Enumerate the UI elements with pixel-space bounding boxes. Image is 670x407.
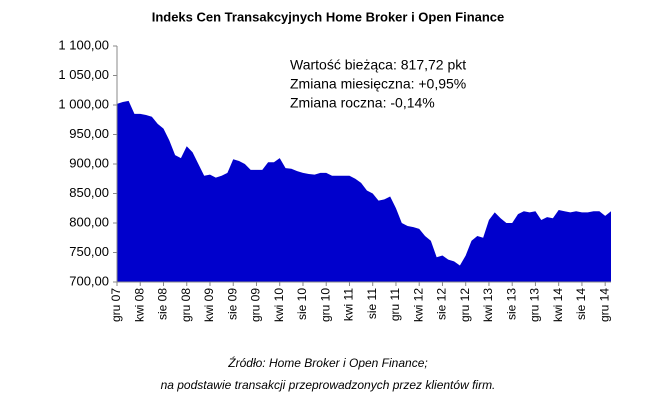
x-tick-label: kwi 10 [272,288,286,322]
annotation: Zmiana miesięczna: +0,95% [290,76,466,92]
y-tick-label: 1 100,00 [58,37,109,52]
source: Źródło: Home Broker i Open Finance; [227,355,427,370]
y-tick-label: 1 050,00 [58,67,109,82]
x-tick-label: kwi 12 [411,288,425,322]
x-tick-label: kwi 08 [132,288,146,322]
y-tick-label: 700,00 [69,273,109,288]
x-tick-label: kwi 14 [551,288,565,322]
y-tick-label: 850,00 [69,185,109,200]
x-tick-label: gru 11 [388,288,402,321]
x-tick-label: sie 11 [365,288,379,319]
x-tick-label: gru 10 [318,288,332,322]
annotation: Zmiana roczna: -0,14% [290,95,435,111]
x-tick-label: gru 12 [458,288,472,322]
x-tick-label: sie 08 [156,288,170,320]
x-tick-label: gru 09 [249,288,263,322]
x-tick-label: sie 12 [435,288,449,320]
x-tick-label: kwi 09 [202,288,216,322]
chart-title: Indeks Cen Transakcyjnych Home Broker i … [152,9,505,24]
x-tick-label: gru 13 [528,288,542,322]
x-tick-label: kwi 13 [481,288,495,322]
x-tick-label: gru 14 [597,288,611,322]
x-tick-label: sie 14 [574,288,588,320]
annotation: Wartość bieżąca: 817,72 pkt [290,57,466,73]
x-tick-label: gru 07 [109,288,123,322]
x-tick-label: sie 10 [295,288,309,320]
area [117,100,611,283]
x-tick-label: sie 09 [225,288,239,320]
x-tick-label: sie 13 [504,288,518,320]
x-tick-label: gru 08 [179,288,193,322]
y-tick-label: 1 000,00 [58,96,109,111]
y-tick-label: 900,00 [69,155,109,170]
y-tick-label: 750,00 [69,244,109,259]
source: na podstawie transakcji przeprowadzonych… [161,378,496,392]
y-tick-label: 800,00 [69,214,109,229]
x-tick-label: kwi 11 [342,288,356,321]
y-tick-label: 950,00 [69,126,109,141]
